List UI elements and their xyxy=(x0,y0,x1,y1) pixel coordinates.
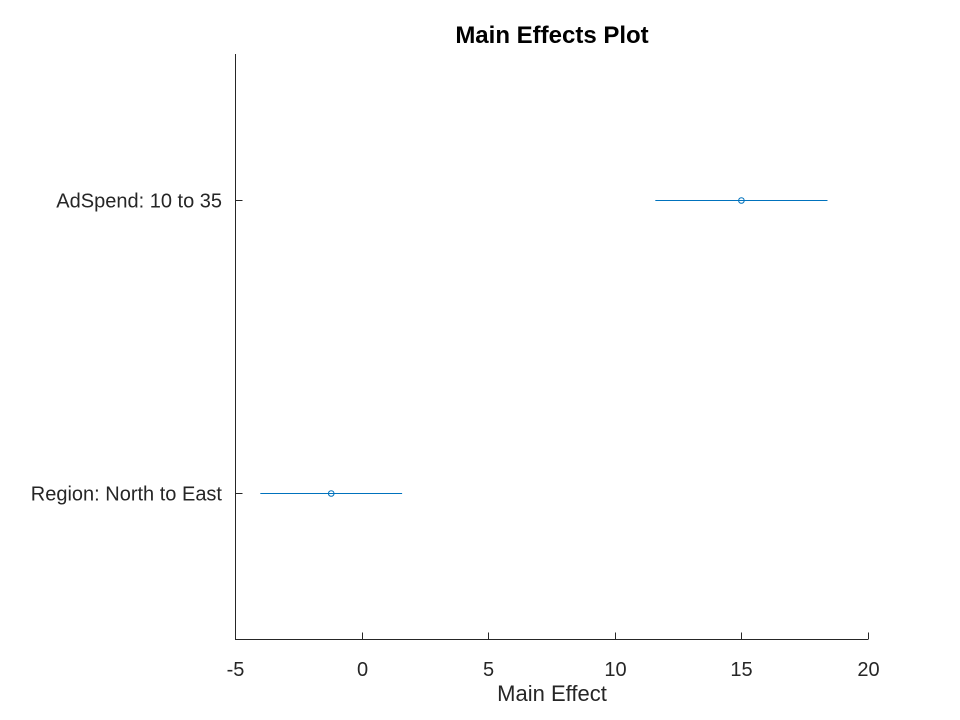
x-tick-label: -5 xyxy=(227,659,245,681)
x-tick-label: 10 xyxy=(604,659,626,681)
x-axis-ticks: -5 0 5 10 15 20 xyxy=(227,632,880,681)
effect-point-marker xyxy=(738,197,745,204)
effect-point-marker xyxy=(327,490,335,497)
x-tick-label: 15 xyxy=(730,659,752,681)
chart-title: Main Effects Plot xyxy=(455,22,648,49)
x-axis-label: Main Effect xyxy=(497,681,607,706)
x-tick-label: 0 xyxy=(357,659,368,681)
x-tick-label: 20 xyxy=(857,659,879,681)
y-axis-ticks: AdSpend: 10 to 35 Region: North to East xyxy=(31,191,243,506)
effect-marks xyxy=(260,197,828,497)
x-tick-label: 5 xyxy=(483,659,494,681)
y-tick-label: Region: North to East xyxy=(31,484,223,506)
y-tick-label: AdSpend: 10 to 35 xyxy=(56,191,222,213)
